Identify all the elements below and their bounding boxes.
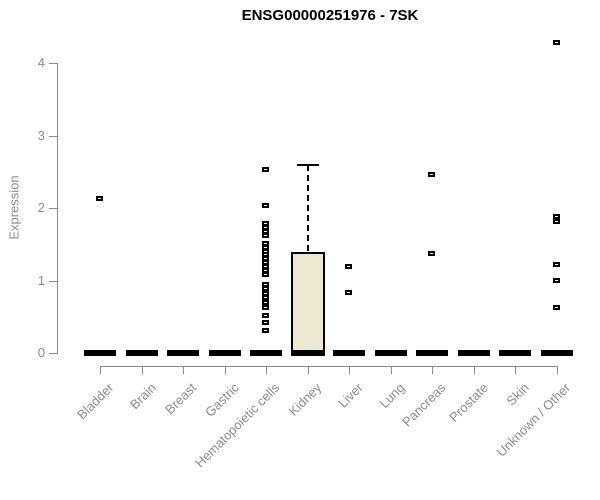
y-axis-line [57, 63, 58, 354]
median-bar [292, 350, 324, 356]
y-tick-label: 3 [37, 128, 45, 143]
outlier-point [345, 264, 352, 269]
outlier-point [262, 305, 269, 310]
median-bar [84, 350, 116, 356]
x-tick [557, 366, 558, 374]
median-bar [458, 350, 490, 356]
x-tick-label-text: Unknown / Other [494, 380, 574, 460]
x-tick-label-text: Liver [335, 380, 366, 411]
median-bar [250, 350, 282, 356]
median-bar [499, 350, 531, 356]
outlier-point [553, 278, 560, 283]
outlier-point [262, 203, 269, 208]
outlier-point [262, 300, 269, 305]
x-tick [474, 366, 475, 374]
y-tick [49, 353, 57, 354]
median-bar [167, 350, 199, 356]
x-tick-label-text: Brain [126, 380, 159, 413]
outlier-point [262, 328, 269, 333]
outlier-point [262, 167, 269, 172]
outlier-point [553, 262, 560, 267]
x-tick-label-text: Skin [503, 380, 532, 409]
x-tick-label-text: Bladder [74, 380, 117, 423]
median-bar [126, 350, 158, 356]
outlier-point [553, 219, 560, 224]
outlier-point [262, 313, 269, 318]
y-tick [49, 63, 57, 64]
x-tick [391, 366, 392, 374]
x-tick [266, 366, 267, 374]
outlier-point [553, 40, 560, 45]
outlier-point [262, 233, 269, 238]
y-tick-label: 1 [37, 273, 45, 288]
median-bar [333, 350, 365, 356]
x-tick-label-text: Kidney [285, 380, 325, 419]
outlier-point [428, 251, 435, 256]
y-tick [49, 208, 57, 209]
median-bar [416, 350, 448, 356]
whisker-cap [297, 164, 319, 166]
x-tick [515, 366, 516, 374]
whisker [307, 165, 309, 251]
x-tick-label-text: Pancreas [399, 380, 449, 430]
x-tick-label-text: Gastric [201, 380, 242, 420]
y-tick-label: 0 [37, 345, 45, 360]
median-bar [209, 350, 241, 356]
outlier-point [553, 305, 560, 310]
outlier-point [262, 320, 269, 325]
median-bar [375, 350, 407, 356]
y-tick [49, 281, 57, 282]
y-tick-label: 2 [37, 200, 45, 215]
x-tick [100, 366, 101, 374]
x-tick [308, 366, 309, 374]
outlier-point [96, 196, 103, 201]
y-tick [49, 136, 57, 137]
x-tick [225, 366, 226, 374]
y-tick-label: 4 [37, 55, 45, 70]
x-tick [142, 366, 143, 374]
x-tick [183, 366, 184, 374]
outlier-point [345, 290, 352, 295]
chart-title: ENSG00000251976 - 7SK [241, 7, 419, 24]
x-axis-line [100, 366, 558, 367]
outlier-point [262, 272, 269, 277]
box [291, 252, 325, 356]
x-tick [432, 366, 433, 374]
outlier-point [262, 286, 269, 291]
x-tick-label-text: Lung [376, 380, 408, 412]
x-tick [349, 366, 350, 374]
median-bar [541, 350, 573, 356]
x-tick-label-text: Breast [162, 380, 200, 418]
outlier-point [553, 214, 560, 219]
outlier-point [262, 295, 269, 300]
outlier-point [428, 172, 435, 177]
x-tick-label-text: Prostate [445, 380, 491, 425]
